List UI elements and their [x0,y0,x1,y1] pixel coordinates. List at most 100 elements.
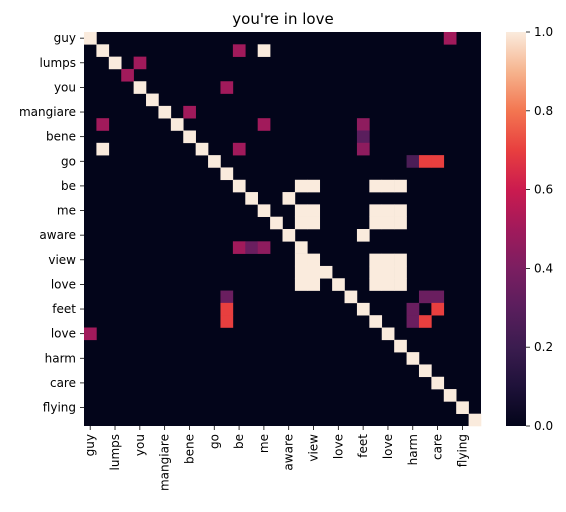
x-axis: guy lumps you mangiare bene go be me aware view lo… [83,426,469,491]
heatmap-cell [158,105,172,119]
heatmap-cell [381,278,395,291]
heatmap-cell [108,56,122,70]
heatmap-cell [406,315,420,328]
heatmap-cell [394,204,407,217]
heatmap-cell [294,204,308,217]
y-tick-label: aware [39,228,76,242]
heatmap-cell [282,229,296,242]
x-tick-label: mangiare [158,434,172,491]
heatmap-cell [307,265,321,279]
heatmap-cell [394,265,407,279]
heatmap-cell [406,352,420,365]
x-tick-label: flying [455,434,469,467]
heatmap-cell [443,32,457,45]
heatmap-cell [294,179,308,193]
colorbar: 0.0 0.2 0.4 0.6 0.8 1.0 [506,25,553,433]
heatmap-cell [356,130,370,144]
heatmap-cell [418,364,432,378]
heatmap-cell [369,216,383,230]
heatmap-cell [307,216,321,230]
y-tick-label: guy [54,31,76,45]
heatmap-cell [381,179,395,193]
heatmap-cell [431,290,445,304]
heatmap-cell [369,253,383,267]
heatmap-cell [257,44,271,57]
heatmap-cell [294,278,308,291]
heatmap-cell [208,155,221,168]
y-tick-label: go [61,154,76,168]
y-tick-label: me [57,204,76,218]
heatmap-cell [220,290,234,304]
heatmap-cell [245,192,258,205]
heatmap-cell [369,204,383,217]
heatmap-cell [418,315,432,328]
heatmap-cell [381,265,395,279]
y-tick-label: view [48,253,76,267]
heatmap-cell [369,179,383,193]
heatmap-cell [381,204,395,217]
heatmap-cell [468,413,482,427]
heatmap-cell [232,179,246,193]
y-tick-label: you [54,80,76,94]
x-tick-label: harm [406,434,420,465]
y-tick-label: love [51,277,76,291]
heatmap-cell [183,105,196,119]
x-tick-label: love [381,434,395,459]
heatmap-cell [418,155,432,168]
x-tick-label: lumps [108,434,122,471]
heatmap-cell [381,216,395,230]
heatmap-cell [96,142,110,156]
x-tick-label: me [257,434,271,453]
heatmap-cell [282,192,296,205]
heatmap-cell [232,241,246,254]
heatmap-cell [431,302,445,316]
y-tick-label: flying [43,401,76,415]
heatmap-cell [394,179,407,193]
heatmap-cell [356,229,370,242]
colorbar-ticks: 0.0 0.2 0.4 0.6 0.8 1.0 [526,25,553,433]
y-tick-label: harm [45,351,76,365]
heatmap-cell [307,204,321,217]
heatmap-cell [146,93,159,107]
y-tick-label: love [51,327,76,341]
heatmap-cell [406,302,420,316]
heatmap-cell [381,327,395,341]
x-tick-label: be [232,434,246,449]
heatmap-cell [133,81,147,94]
heatmap-cell [431,155,445,168]
heatmap-cell [356,118,370,131]
heatmap-cell [270,216,283,230]
x-tick-label: guy [83,434,97,456]
y-tick-label: lumps [40,56,77,70]
colorbar-tick-label: 1.0 [534,25,553,39]
heatmap-cell [456,401,469,414]
y-axis: guy lumps you mangiare bene go be me aware view lo… [19,31,84,415]
heatmap-cell [369,265,383,279]
chart-title: you're in love [232,10,333,28]
heatmap-cell [431,376,445,390]
heatmap-cell [356,302,370,316]
colorbar-gradient [506,32,526,426]
heatmap-cell [220,315,234,328]
heatmap-cell [369,278,383,291]
heatmap-cell [257,204,271,217]
x-tick-label: bene [182,434,196,464]
heatmap-cell [319,265,333,279]
heatmap-grid [84,32,482,427]
y-tick-label: mangiare [19,105,76,119]
y-tick-label: be [61,179,76,193]
heatmap-cell [183,130,196,144]
heatmap-cell [232,44,246,57]
heatmap-cell [232,142,246,156]
heatmap-cell [170,118,184,131]
x-tick-label: aware [282,434,296,471]
heatmap-cell [307,179,321,193]
colorbar-tick-label: 0.6 [534,183,553,197]
heatmap-cell [418,290,432,304]
heatmap-cell [294,253,308,267]
colorbar-tick-label: 0.0 [534,419,553,433]
heatmap-cell [195,142,209,156]
colorbar-tick-label: 0.8 [534,104,553,118]
x-tick-label: love [331,434,345,459]
y-tick-label: care [50,376,76,390]
